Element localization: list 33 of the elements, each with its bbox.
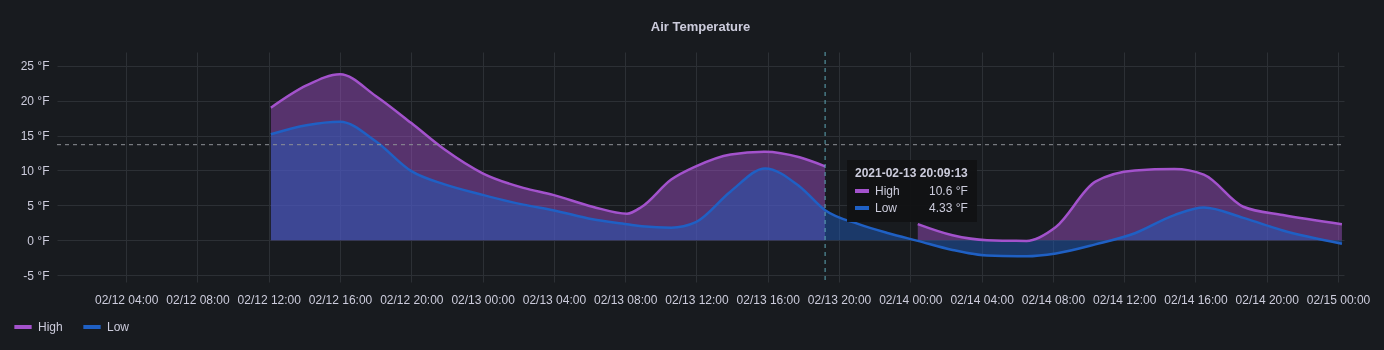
- legend-label: Low: [107, 320, 130, 334]
- x-tick-label: 02/13 20:00: [807, 292, 872, 307]
- annotation: 2021-02-13 20:09:13: [855, 166, 969, 180]
- legend-label: High: [38, 320, 63, 334]
- x-tick-label: 02/13 08:00: [594, 292, 658, 307]
- x-tick-label: 02/13 00:00: [451, 292, 516, 307]
- y-tick-label: 0 °F: [27, 233, 50, 248]
- x-tick-label: 02/13 16:00: [736, 292, 801, 307]
- x-tick-label: 02/14 08:00: [1021, 292, 1086, 307]
- x-tick-label: 02/14 20:00: [1235, 292, 1300, 307]
- y-tick-label: 15 °F: [20, 129, 50, 144]
- x-tick-label: 02/12 16:00: [308, 292, 373, 307]
- annotation: High: [875, 184, 900, 198]
- x-tick-label: 02/12 04:00: [95, 292, 159, 307]
- x-tick-label: 02/12 20:00: [380, 292, 444, 307]
- x-tick-label: 02/14 12:00: [1093, 292, 1157, 307]
- y-tick-label: 5 °F: [27, 198, 50, 213]
- annotation: Low: [875, 201, 898, 215]
- x-tick-label: 02/14 04:00: [950, 292, 1015, 307]
- y-tick-label: 20 °F: [20, 94, 50, 109]
- x-tick-label: 02/13 12:00: [665, 292, 730, 307]
- y-tick-label: 25 °F: [20, 59, 50, 74]
- annotation: 10.6 °F: [929, 184, 968, 198]
- y-tick-label: 10 °F: [20, 163, 50, 178]
- x-tick-label: 02/12 08:00: [166, 292, 231, 307]
- x-tick-label: 02/13 04:00: [522, 292, 587, 307]
- x-tick-label: 02/15 00:00: [1306, 292, 1371, 307]
- x-tick-label: 02/14 00:00: [879, 292, 943, 307]
- chart-title: Air Temperature: [650, 18, 751, 34]
- x-tick-label: 02/12 12:00: [237, 292, 302, 307]
- x-tick-label: 02/14 16:00: [1164, 292, 1228, 307]
- y-tick-label: -5 °F: [23, 268, 50, 283]
- annotation: 4.33 °F: [929, 201, 968, 215]
